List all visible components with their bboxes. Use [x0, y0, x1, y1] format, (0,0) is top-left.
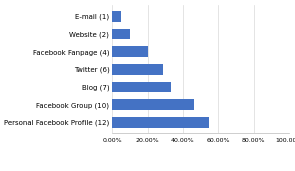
Bar — [112, 117, 209, 128]
Bar — [112, 99, 194, 110]
Bar — [112, 46, 148, 57]
Bar — [112, 82, 171, 92]
Bar — [112, 64, 163, 75]
Bar — [112, 29, 130, 39]
Bar — [112, 11, 121, 22]
